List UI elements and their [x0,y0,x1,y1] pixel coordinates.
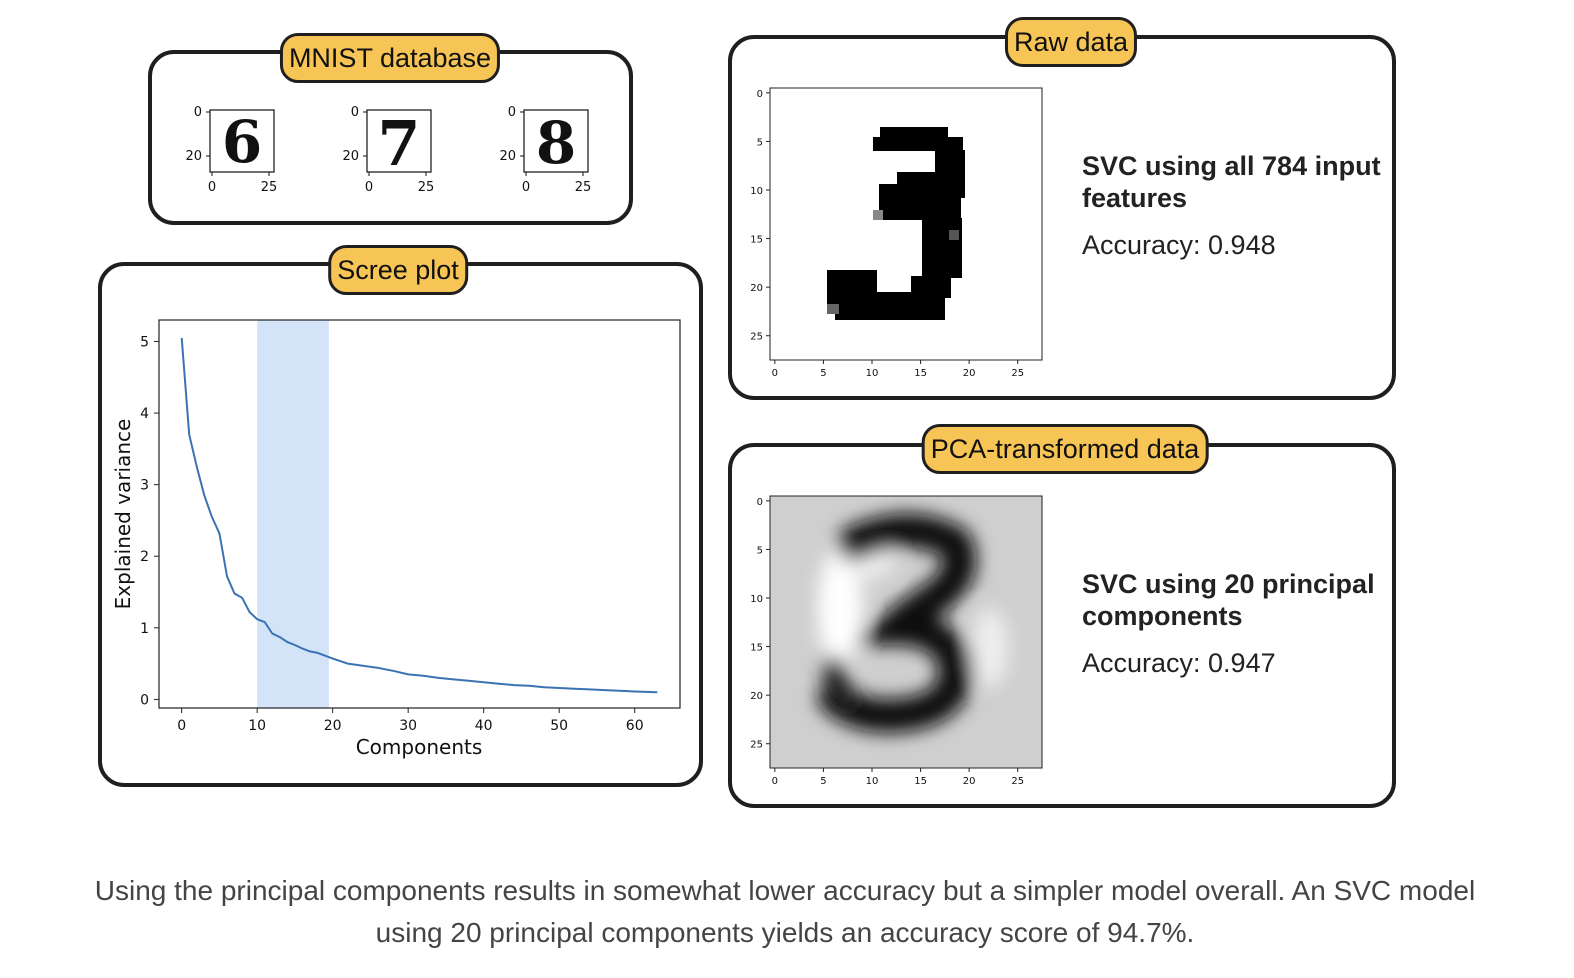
digit-7-image: 7 0 20 0 25 [342,105,435,195]
scree-series-line [180,337,658,694]
image-ytick-label: 10 [750,594,763,605]
pca-digit-3-image [818,513,1008,733]
scree-plot: 0 10 20 30 40 50 60 0 1 2 3 4 5 Components Explaine… [111,319,681,759]
image-ytick-label: 20 [750,691,763,702]
image-ytick-label: 25 [750,740,763,751]
digit-thumb-8: 8 0 20 0 25 [474,95,624,205]
digit-6-xtick-25: 25 [261,180,278,195]
digit-7-xtick-25: 25 [418,180,435,195]
caption: Using the principal components results i… [94,875,1476,948]
scree-plot-frame [158,319,681,709]
image-xtick-label: 5 [820,368,826,379]
scree-xtick-label: 50 [550,718,568,734]
image-ytick-label: 0 [757,497,763,508]
image-xtick-label: 10 [866,776,879,787]
raw-accuracy: Accuracy: 0.948 [1082,230,1276,260]
raw-svc-title: SVC using all 784 input features [1082,151,1381,213]
digit-thumb-7: 7 0 20 0 25 [317,95,467,205]
pca-badge: PCA-transformed data [921,424,1209,474]
scree-xlabel: Components [356,735,483,759]
digit-6-image: 6 0 20 0 25 [185,105,278,195]
digit-8-image: 8 0 20 0 25 [499,105,592,195]
scree-xtick-label: 20 [324,718,342,734]
image-ytick-label: 5 [757,545,763,556]
raw-badge: Raw data [1004,17,1138,67]
scree-ylabel: Explained variance [111,419,135,610]
pca-digit-plot: 0 5 10 15 20 25 0 5 10 15 20 25 [750,495,1043,787]
mnist-digits: 6 0 20 0 25 7 0 20 0 25 8 [160,95,620,205]
digit-8-glyph: 8 [536,109,576,177]
raw-digit-plot: 0 5 10 15 20 25 0 5 10 15 20 25 [750,87,1043,379]
image-xtick-label: 10 [866,368,879,379]
mnist-badge: MNIST database [279,33,501,83]
image-xtick-label: 5 [820,776,826,787]
digit-6-ytick-20: 20 [185,149,202,164]
scree-ytick-label: 0 [140,692,149,708]
scree-xtick-label: 60 [626,718,644,734]
image-ytick-label: 20 [750,283,763,294]
digit-7-glyph: 7 [377,107,420,180]
digit-8-xtick-0: 0 [522,180,530,195]
digit-7-xtick-0: 0 [365,180,373,195]
image-ytick-label: 15 [750,643,763,654]
image-xtick-label: 0 [772,368,778,379]
digit-7-ytick-20: 20 [342,149,359,164]
raw-digit-3-image [827,127,965,320]
image-xtick-label: 20 [963,776,976,787]
scree-xtick-label: 10 [248,718,266,734]
image-xtick-label: 20 [963,368,976,379]
scree-ytick-label: 2 [140,549,149,565]
scree-ytick-label: 4 [140,406,149,422]
image-xtick-label: 25 [1011,368,1024,379]
digit-8-ytick-0: 0 [508,105,516,120]
pca-accuracy: Accuracy: 0.947 [1082,648,1276,678]
digit-8-xtick-25: 25 [575,180,592,195]
image-xtick-label: 15 [914,368,927,379]
image-ytick-label: 0 [757,89,763,100]
image-ytick-label: 15 [750,235,763,246]
digit-8-ytick-20: 20 [499,149,516,164]
image-ytick-label: 25 [750,332,763,343]
image-xtick-label: 0 [772,776,778,787]
digit-thumb-6: 6 0 20 0 25 [160,95,310,205]
scree-xtick-label: 30 [399,718,417,734]
image-xtick-label: 25 [1011,776,1024,787]
digit-6-ytick-0: 0 [194,105,202,120]
digit-7-ytick-0: 0 [351,105,359,120]
image-ytick-label: 10 [750,186,763,197]
scree-badge: Scree plot [328,245,468,295]
digit-6-xtick-0: 0 [208,180,216,195]
scree-xtick-label: 0 [177,718,186,734]
image-xtick-label: 15 [914,776,927,787]
scree-highlight-band [257,320,329,708]
scree-xtick-label: 40 [475,718,493,734]
scree-ytick-label: 5 [140,334,149,350]
scree-ytick-label: 1 [140,621,149,637]
pca-svc-title: SVC using 20 principal components [1082,569,1375,631]
digit-6-glyph: 6 [222,108,262,176]
scree-ytick-label: 3 [140,478,149,494]
scree-panel [98,262,703,787]
image-ytick-label: 5 [757,137,763,148]
